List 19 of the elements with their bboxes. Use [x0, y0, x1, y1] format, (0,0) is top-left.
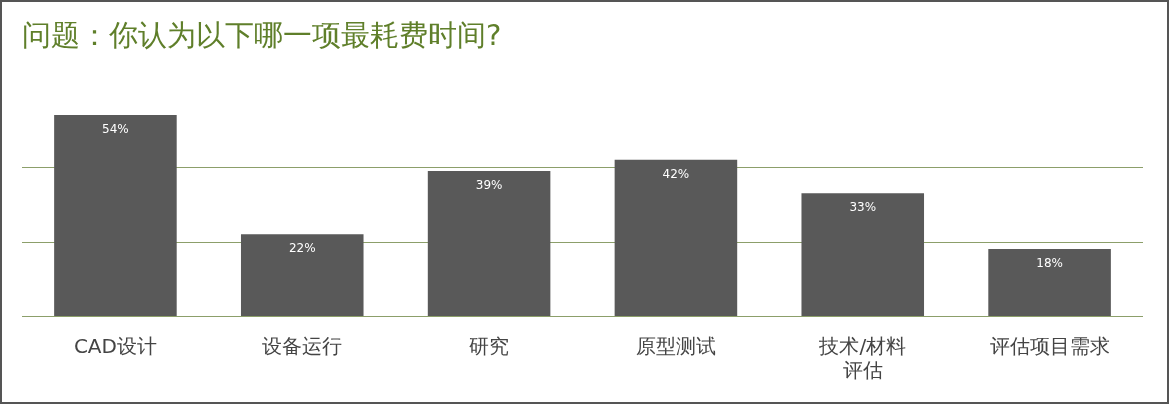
chart-title: 问题：你认为以下哪一项最耗费时间?: [22, 17, 502, 52]
bar: [240, 234, 364, 316]
x-tick-label: 原型测试: [635, 334, 716, 359]
bar: [614, 159, 738, 316]
x-tick-label: 评估项目需求: [989, 334, 1110, 359]
bar: [801, 193, 925, 316]
data-label: 42%: [662, 166, 690, 181]
x-tick-label: 设备运行: [262, 334, 343, 359]
data-label: 54%: [102, 122, 129, 137]
bar: [988, 249, 1111, 316]
bar: [427, 170, 551, 316]
x-tick-label: CAD设计: [73, 334, 157, 359]
data-label: 22%: [288, 241, 316, 256]
x-tick-label: 技术/材料评估: [818, 334, 907, 383]
data-label: 39%: [475, 178, 503, 193]
data-label: 18%: [1036, 256, 1063, 271]
bar: [54, 115, 177, 316]
x-tick-label: 研究: [469, 334, 510, 359]
data-label: 33%: [849, 200, 877, 215]
